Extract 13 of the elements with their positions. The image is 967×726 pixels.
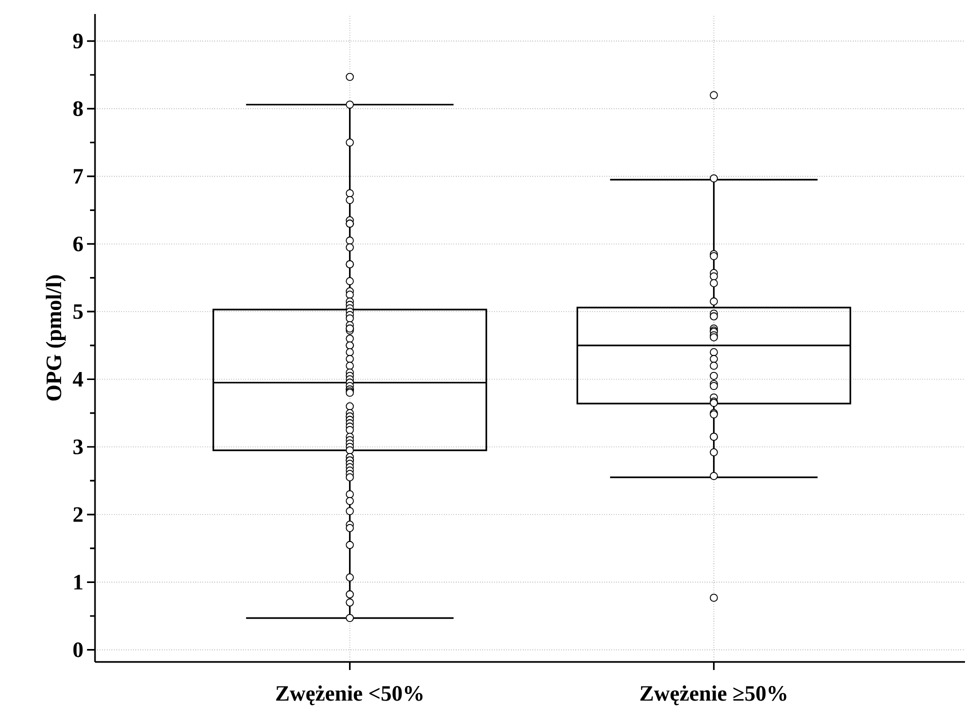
y-tick-label: 2 <box>73 507 83 522</box>
y-tick-label: 6 <box>73 236 83 252</box>
y-tick-label: 0 <box>73 642 83 658</box>
x-tick-label: Zwężenie <50% <box>276 685 422 706</box>
y-tick-label: 1 <box>74 574 82 590</box>
y-tick-label: 4 <box>72 372 84 386</box>
y-tick-label: 3 <box>73 440 83 454</box>
y-tick-label: 5 <box>73 304 83 319</box>
y-tick-label: 7 <box>74 169 83 184</box>
y-axis-title: OPG (pmol/l) <box>46 275 66 401</box>
y-tick-label: 9 <box>73 34 83 48</box>
y-tick-label: 8 <box>73 101 83 116</box>
x-tick-label: Zwężenie ≥50% <box>640 685 786 706</box>
